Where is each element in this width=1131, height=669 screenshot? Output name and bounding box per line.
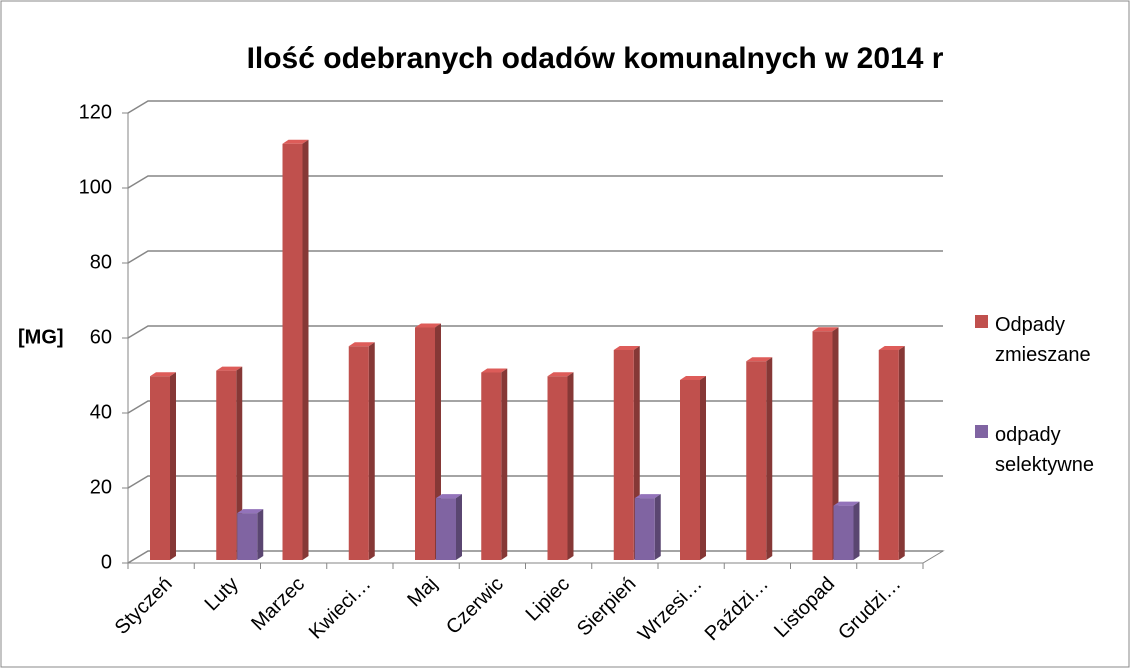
bar-face bbox=[348, 346, 369, 560]
bar bbox=[348, 342, 375, 560]
bar-face bbox=[634, 494, 661, 499]
bar-face bbox=[654, 494, 661, 560]
bar-face bbox=[348, 342, 375, 347]
bar-face bbox=[746, 357, 773, 362]
bar bbox=[282, 139, 309, 560]
bar bbox=[680, 376, 706, 560]
bar-face bbox=[547, 376, 568, 560]
grid-line bbox=[127, 100, 943, 114]
bar-face bbox=[282, 143, 303, 560]
bar-face bbox=[680, 380, 700, 560]
bar-face bbox=[302, 139, 309, 560]
bar-face bbox=[415, 323, 441, 328]
grid-line bbox=[127, 475, 943, 489]
bar-face bbox=[481, 368, 508, 373]
bar-face bbox=[613, 350, 634, 560]
bar-face bbox=[547, 372, 574, 377]
bar bbox=[634, 494, 661, 560]
bar-face bbox=[833, 501, 860, 506]
y-tick-label: 20 bbox=[90, 476, 112, 498]
bar-face bbox=[415, 327, 435, 560]
legend-swatch bbox=[975, 315, 988, 328]
bar-face bbox=[216, 366, 243, 371]
bar bbox=[812, 327, 839, 560]
bar-face bbox=[436, 498, 456, 560]
bar bbox=[833, 501, 860, 560]
bar-face bbox=[766, 357, 773, 560]
bar bbox=[878, 346, 905, 560]
y-tick-label: 0 bbox=[101, 551, 112, 573]
chart-title: Ilość odebranych odadów komunalnych w 20… bbox=[247, 42, 944, 75]
y-tick-label: 120 bbox=[79, 101, 112, 123]
grid-line bbox=[127, 175, 943, 189]
bar-face bbox=[832, 327, 839, 560]
bar-face bbox=[634, 498, 655, 560]
bar-face bbox=[150, 376, 170, 560]
bar-face bbox=[237, 509, 264, 514]
bar-face bbox=[746, 361, 767, 560]
legend-label: Odpady zmieszane bbox=[995, 314, 1091, 366]
y-tick-label: 60 bbox=[90, 326, 112, 348]
bar-face bbox=[700, 376, 706, 560]
bar-face bbox=[898, 346, 905, 560]
bar bbox=[436, 494, 462, 560]
bar-face bbox=[237, 513, 258, 560]
bar-face bbox=[613, 346, 640, 350]
bar bbox=[746, 357, 773, 560]
bar-face bbox=[812, 327, 839, 332]
bar-face bbox=[436, 494, 462, 499]
bar-face bbox=[481, 372, 502, 560]
bar-face bbox=[878, 346, 905, 350]
bar bbox=[150, 372, 176, 560]
bar-face bbox=[150, 372, 176, 377]
grid-line bbox=[127, 550, 943, 564]
bar-face bbox=[680, 376, 706, 380]
grid-line bbox=[127, 325, 943, 339]
y-tick-label: 100 bbox=[79, 176, 112, 198]
bar-face bbox=[833, 505, 854, 560]
bar-face bbox=[853, 501, 860, 560]
y-tick-label: 80 bbox=[90, 251, 112, 273]
y-axis-label: [MG] bbox=[18, 326, 64, 348]
bar-face bbox=[456, 494, 462, 560]
bar bbox=[237, 509, 264, 560]
legend-label: odpady selektywne bbox=[995, 424, 1094, 476]
grid-line bbox=[127, 400, 943, 414]
bar-face bbox=[257, 509, 264, 560]
bar-face bbox=[282, 139, 309, 144]
bar-face bbox=[878, 350, 899, 560]
legend-swatch bbox=[975, 425, 988, 438]
bar bbox=[547, 372, 574, 560]
bar-face bbox=[501, 368, 508, 560]
bar bbox=[481, 368, 508, 560]
grid-line bbox=[127, 250, 943, 264]
bar-face bbox=[812, 331, 833, 560]
y-tick-label: 40 bbox=[90, 401, 112, 423]
bar-face bbox=[216, 370, 237, 560]
bar-face bbox=[567, 372, 574, 560]
bar-face bbox=[368, 342, 375, 560]
bar-face bbox=[170, 372, 176, 560]
